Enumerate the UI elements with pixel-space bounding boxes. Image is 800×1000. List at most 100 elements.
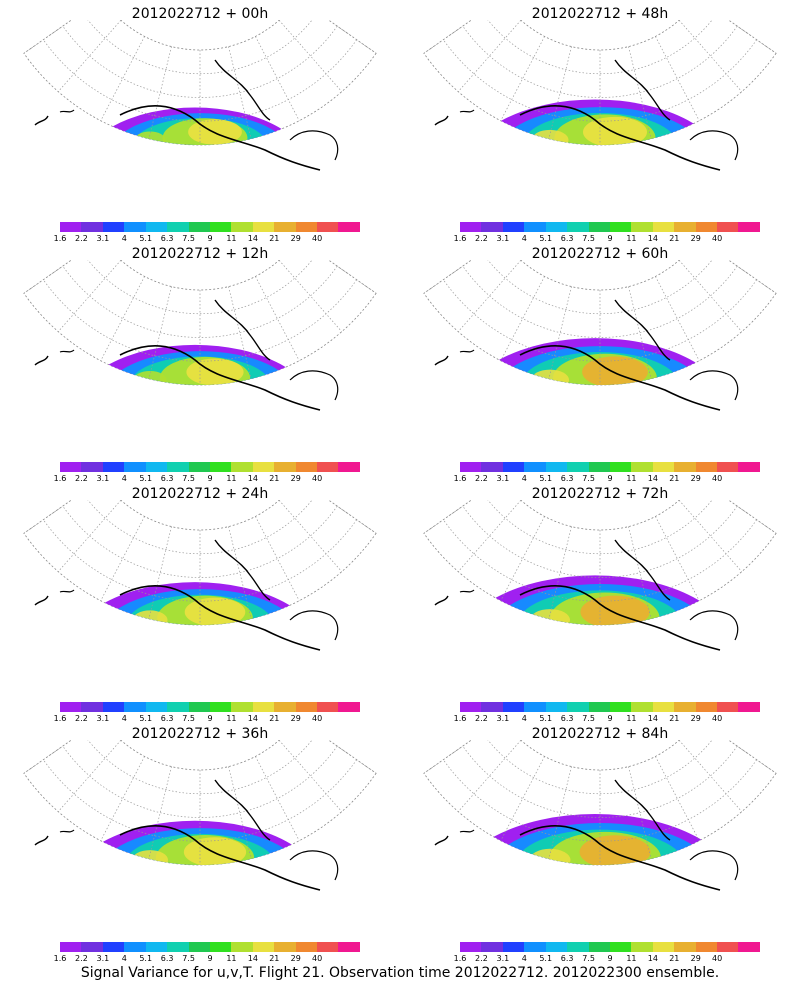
figure-caption: Signal Variance for u,v,T. Flight 21. Ob… (80, 965, 720, 981)
colorbar-tick-label: 40 (312, 234, 323, 243)
colorbar-tick-label: 1.6 (53, 954, 67, 963)
map-panel: 2012022712 + 36h 1.6 2.2 3.1 4 5.1 6.3 7.5 9 11 1… (0, 720, 400, 965)
colorbar-swatch (317, 702, 339, 712)
colorbar-swatch (274, 942, 296, 952)
colorbar-tick-label: 4 (121, 234, 127, 243)
coastline (434, 539, 739, 651)
colorbar-swatch (295, 702, 318, 712)
map-plot (423, 500, 777, 651)
colorbar-tick-label: 9 (607, 954, 613, 963)
map-plot (423, 260, 777, 411)
colorbar-swatch (188, 462, 210, 472)
colorbar-ticks: 1.6 2.2 3.1 4 5.1 6.3 7.5 9 11 14 21 29 40 (54, 714, 360, 724)
panel-title: 2012022712 + 12h (131, 246, 269, 262)
colorbar-swatch (652, 702, 675, 712)
colorbar-swatch (567, 462, 589, 472)
colorbar-swatch (274, 702, 296, 712)
panel-title: 2012022712 + 36h (131, 726, 269, 742)
colorbar-swatch (717, 702, 739, 712)
colorbar-tick-label: 5.1 (139, 954, 153, 963)
colorbar-swatch (738, 462, 760, 472)
colorbar-swatch (524, 702, 546, 712)
colorbar-tick-label: 9 (607, 474, 613, 483)
colorbar-swatch (717, 222, 739, 232)
colorbar-swatch (60, 222, 82, 232)
colorbar-swatch (124, 702, 146, 712)
colorbar-swatch (81, 702, 103, 712)
colorbar-tick-label: 1.6 (453, 474, 467, 483)
colorbar-swatch (481, 702, 503, 712)
colorbar-swatch (460, 942, 482, 952)
colorbar-tick-label: 2.2 (475, 714, 488, 723)
colorbar-tick-label: 2.2 (75, 474, 88, 483)
colorbar-swatch (231, 462, 253, 472)
colorbar-tick-label: 29 (690, 234, 701, 243)
colorbar-tick-label: 14 (247, 714, 258, 723)
colorbar-swatch (481, 222, 503, 232)
colorbar-swatch (588, 942, 610, 952)
colorbar-tick-label: 3.1 (496, 234, 510, 243)
colorbar-tick-label: 3.1 (96, 954, 110, 963)
colorbar-ticks: 1.6 2.2 3.1 4 5.1 6.3 7.5 9 11 14 21 29 40 (454, 954, 760, 964)
colorbar-swatch (631, 222, 653, 232)
colorbar-tick-label: 3.1 (496, 954, 510, 963)
colorbar-tick-label: 5.1 (539, 954, 553, 963)
colorbar-tick-label: 7.5 (182, 714, 195, 723)
colorbar-tick-label: 21 (669, 234, 680, 243)
colorbar-swatch (695, 222, 718, 232)
colorbar-tick-label: 11 (226, 474, 237, 483)
colorbar-swatch (274, 462, 296, 472)
colorbar-tick-label: 6.3 (560, 714, 574, 723)
colorbar-tick-label: 21 (669, 714, 680, 723)
colorbar-tick-label: 21 (269, 714, 280, 723)
colorbar-swatch (609, 222, 632, 232)
map-panel: 2012022712 + 60h 1.6 2.2 3.1 4 5.1 6.3 7.5 9 11 1… (400, 240, 800, 485)
colorbar-tick-label: 11 (626, 234, 637, 243)
colorbar-swatch (502, 222, 525, 232)
colorbar-swatch (631, 702, 653, 712)
panel-title: 2012022712 + 60h (531, 246, 669, 262)
colorbar-tick-label: 9 (207, 954, 213, 963)
colorbar-swatch (81, 942, 103, 952)
colorbar (60, 462, 360, 472)
map-panel: 2012022712 + 24h 1.6 2.2 3.1 4 5.1 6.3 7.5 9 11 1… (0, 480, 400, 725)
colorbar-swatch (674, 462, 696, 472)
colorbar-swatch (231, 942, 253, 952)
colorbar-tick-label: 9 (207, 234, 213, 243)
colorbar-swatch (60, 942, 82, 952)
colorbar-swatch (674, 942, 696, 952)
map-plot (23, 740, 377, 891)
colorbar-swatch (460, 702, 482, 712)
colorbar-tick-label: 40 (712, 234, 723, 243)
colorbar-tick-label: 2.2 (475, 474, 488, 483)
map-panel: 2012022712 + 72h 1.6 2.2 3.1 4 5.1 6.3 7.5 9 11 1… (400, 480, 800, 725)
colorbar-swatch (209, 942, 232, 952)
colorbar-tick-label: 21 (269, 474, 280, 483)
colorbar-swatch (338, 462, 360, 472)
colorbar-swatch (717, 462, 739, 472)
colorbar-tick-label: 2.2 (75, 954, 88, 963)
map-plot (23, 500, 377, 651)
colorbar-swatch (652, 942, 675, 952)
coastline (434, 779, 739, 891)
colorbar-tick-label: 1.6 (53, 234, 67, 243)
colorbar-tick-label: 7.5 (182, 954, 195, 963)
coastline (34, 299, 339, 411)
colorbar-swatch (338, 702, 360, 712)
colorbar-tick-label: 4 (521, 234, 527, 243)
colorbar-tick-label: 2.2 (475, 954, 488, 963)
map-panel: 2012022712 + 48h 1.6 2.2 3.1 4 5.1 6.3 7.5 9 11 1… (400, 0, 800, 245)
colorbar-swatch (674, 222, 696, 232)
colorbar-tick-label: 9 (207, 474, 213, 483)
colorbar-ticks: 1.6 2.2 3.1 4 5.1 6.3 7.5 9 11 14 21 29 40 (454, 234, 760, 244)
colorbar (60, 702, 360, 712)
colorbar-swatch (609, 942, 632, 952)
colorbar-tick-label: 5.1 (539, 234, 553, 243)
panel-title: 2012022712 + 48h (531, 6, 669, 22)
colorbar-swatch (631, 942, 653, 952)
colorbar-swatch (674, 702, 696, 712)
colorbar-tick-label: 29 (290, 234, 301, 243)
colorbar-swatch (252, 942, 275, 952)
colorbar-swatch (338, 942, 360, 952)
colorbar-swatch (145, 462, 168, 472)
